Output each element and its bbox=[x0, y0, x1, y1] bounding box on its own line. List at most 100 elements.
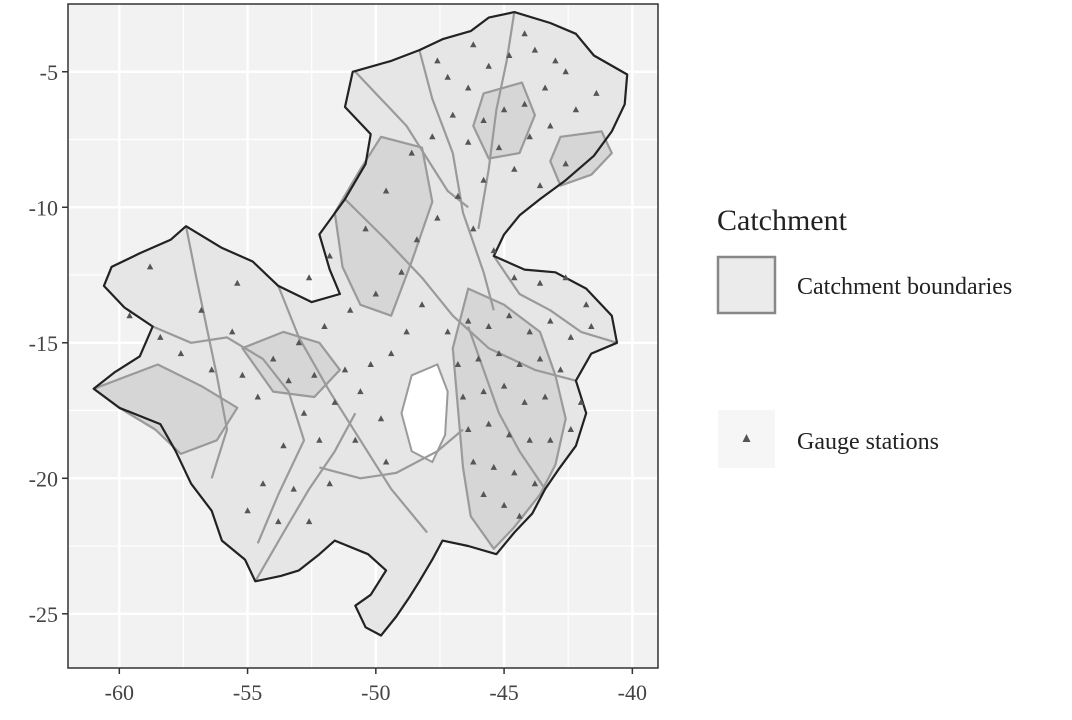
gauge-station bbox=[388, 350, 395, 357]
gauge-station bbox=[157, 333, 164, 340]
gauge-station bbox=[449, 111, 456, 118]
gauge-station bbox=[485, 62, 492, 69]
gauge-station bbox=[500, 382, 508, 389]
gauge-station bbox=[577, 398, 585, 405]
catchment-boundary bbox=[418, 49, 495, 311]
gauge-station bbox=[480, 388, 487, 395]
gauge-station bbox=[511, 274, 518, 281]
gauge-station bbox=[367, 361, 374, 367]
gauge-station bbox=[495, 144, 503, 151]
gauge-station bbox=[552, 57, 559, 64]
gauge-station bbox=[526, 133, 533, 140]
gauge-station bbox=[506, 52, 513, 58]
catchment-polygon bbox=[451, 287, 567, 550]
gauge-station bbox=[562, 274, 569, 281]
gauge-station bbox=[357, 388, 364, 395]
gauge-station bbox=[454, 361, 462, 367]
plot-frame bbox=[67, 3, 659, 669]
gauge-station bbox=[562, 160, 569, 167]
gauge-station bbox=[434, 214, 441, 221]
gauge-station bbox=[516, 361, 523, 367]
x-tick-label: -40 bbox=[618, 680, 647, 705]
y-tick-label: -5 bbox=[40, 60, 58, 85]
catchment-boundary bbox=[344, 198, 577, 382]
gauge-station bbox=[567, 426, 574, 432]
catchment-polygon bbox=[549, 130, 613, 187]
catchment-polygon bbox=[333, 135, 434, 317]
catchment-polygon bbox=[92, 363, 239, 455]
gauge-station bbox=[444, 328, 451, 335]
gauge-stations bbox=[126, 30, 600, 525]
x-tick-label: -55 bbox=[233, 680, 262, 705]
catchment-boundary bbox=[467, 326, 547, 490]
gauge-station bbox=[239, 371, 246, 378]
gauge-station bbox=[403, 328, 410, 335]
gauge-station bbox=[321, 323, 328, 329]
gauge-station bbox=[465, 84, 472, 91]
gauge-station bbox=[572, 106, 580, 113]
gauge-station bbox=[382, 458, 390, 465]
legend-key-catchment-boundaries bbox=[716, 255, 777, 315]
catchment-fills bbox=[92, 12, 628, 636]
gauge-station bbox=[480, 176, 487, 183]
gauge-station bbox=[305, 518, 313, 525]
catchment-boundary bbox=[184, 225, 229, 479]
catchment-boundary bbox=[477, 11, 516, 230]
gauge-station bbox=[521, 100, 528, 107]
catchment-boundary bbox=[152, 325, 306, 544]
gauge-station bbox=[177, 350, 185, 357]
x-tick-label: -60 bbox=[105, 680, 134, 705]
gauge-station bbox=[198, 306, 205, 313]
x-tick-label: -50 bbox=[361, 680, 390, 705]
gauge-station bbox=[485, 323, 492, 329]
gauge-station bbox=[567, 333, 574, 340]
gauge-station bbox=[506, 431, 513, 438]
legend-key-gauge-stations-triangle-icon bbox=[742, 434, 751, 442]
gauge-station bbox=[146, 263, 154, 270]
gauge-station bbox=[290, 485, 297, 492]
gauge-station bbox=[270, 355, 277, 362]
gauge-station bbox=[418, 301, 426, 308]
gauge-station bbox=[516, 512, 523, 519]
catchment-boundary bbox=[354, 71, 469, 209]
region-outline bbox=[92, 11, 629, 637]
gauge-station bbox=[536, 279, 544, 286]
gauge-station bbox=[536, 182, 544, 189]
gauge-station bbox=[234, 279, 241, 286]
gauge-station bbox=[465, 426, 472, 432]
gauge-station bbox=[562, 68, 569, 75]
gauge-station bbox=[465, 138, 472, 145]
gauge-station bbox=[341, 366, 349, 373]
x-axis: -60 -55 -50 -45 -40 bbox=[105, 668, 647, 705]
gauge-station bbox=[470, 41, 477, 48]
gauge-station bbox=[311, 371, 318, 378]
gauge-station bbox=[495, 350, 503, 357]
gauge-station bbox=[490, 247, 497, 254]
gauge-station bbox=[506, 312, 513, 319]
y-tick-label: -20 bbox=[29, 466, 58, 491]
gauge-station bbox=[352, 436, 359, 443]
gauge-station bbox=[280, 442, 287, 449]
legend-title: Catchment bbox=[717, 204, 848, 237]
gauge-station bbox=[398, 268, 405, 275]
y-tick-label: -25 bbox=[29, 602, 58, 627]
gauge-station bbox=[557, 366, 564, 373]
gauge-station bbox=[588, 323, 595, 329]
gauge-station bbox=[254, 393, 261, 400]
gauge-station bbox=[470, 458, 477, 465]
gauge-station bbox=[547, 122, 554, 129]
catchment-polygon bbox=[241, 330, 341, 399]
legend-label-gauge-stations: Gauge stations bbox=[797, 429, 939, 455]
catchment-boundary bbox=[254, 412, 357, 582]
y-tick-label: -10 bbox=[29, 195, 58, 220]
gauge-station bbox=[583, 301, 590, 308]
catchment-boundary bbox=[319, 428, 464, 480]
gauge-station bbox=[531, 46, 539, 53]
gauge-station bbox=[480, 117, 487, 123]
catchment-boundary bbox=[492, 255, 618, 344]
gauge-station bbox=[526, 436, 533, 443]
gauge-station bbox=[413, 236, 421, 243]
gauge-station bbox=[285, 377, 292, 384]
gauge-station bbox=[316, 436, 323, 443]
